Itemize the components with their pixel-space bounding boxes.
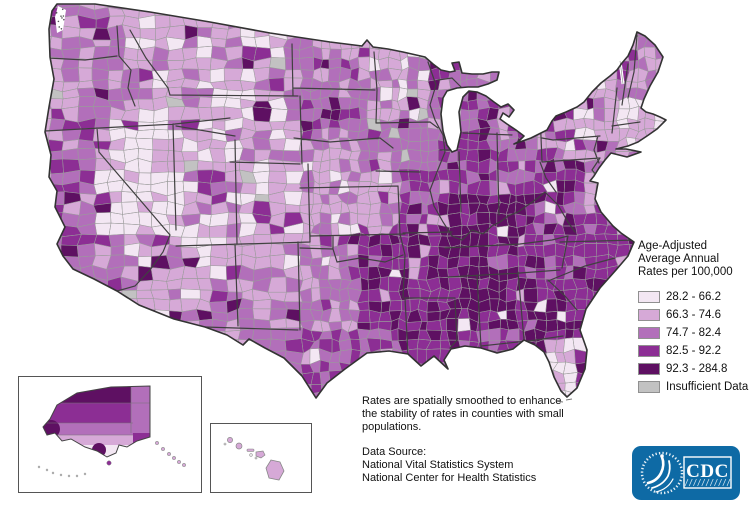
legend-swatch (638, 345, 660, 357)
cdc-hhs-logo: CDC (632, 446, 740, 500)
legend-row: 92.3 - 284.8 (638, 360, 750, 378)
us-outline (44, 3, 667, 399)
data-source-line: National Vital Statistics System (362, 459, 514, 471)
hawaii-inset (210, 423, 312, 493)
florida-keys (555, 398, 573, 403)
legend: Age-Adjusted Average Annual Rates per 10… (638, 240, 750, 396)
data-source-label: Data Source: (362, 446, 427, 458)
map-notes: Rates are spatially smoothed to enhance … (362, 395, 602, 485)
legend-row: Insufficient Data (638, 378, 750, 396)
legend-row: 82.5 - 92.2 (638, 342, 750, 360)
state-borders (45, 25, 641, 356)
legend-class-label: 82.5 - 92.2 (666, 345, 721, 357)
legend-title-line: Average Annual (638, 253, 719, 265)
legend-title-line: Age-Adjusted (638, 240, 708, 252)
svg-text:CDC: CDC (686, 461, 729, 482)
note-line: Rates are spatially smoothed to enhance (362, 395, 562, 407)
data-source: Data Source: National Vital Statistics S… (362, 446, 602, 485)
legend-class-label: 92.3 - 284.8 (666, 363, 728, 375)
legend-class-label: Insufficient Data (666, 381, 749, 393)
legend-class-label: 74.7 - 82.4 (666, 327, 721, 339)
alaska-inset (18, 376, 202, 493)
legend-swatch (638, 363, 660, 375)
note-line: the stability of rates in counties with … (362, 408, 564, 420)
cdc-logo-graphic: CDC (640, 451, 732, 495)
hawaii-map (223, 437, 285, 481)
legend-row: 74.7 - 82.4 (638, 324, 750, 342)
legend-title-line: Rates per 100,000 (638, 266, 733, 278)
legend-rows: 28.2 - 66.2 66.3 - 74.6 74.7 - 82.4 82.5 - … (638, 288, 750, 396)
county-fill-layer (45, 4, 666, 398)
legend-row: 66.3 - 74.6 (638, 306, 750, 324)
legend-swatch (638, 309, 660, 321)
legend-swatch (638, 381, 660, 393)
alaska-map (37, 385, 186, 478)
legend-row: 28.2 - 66.2 (638, 288, 750, 306)
legend-swatch (638, 291, 660, 303)
note-line: populations. (362, 421, 422, 433)
legend-class-label: 66.3 - 74.6 (666, 309, 721, 321)
legend-swatch (638, 327, 660, 339)
data-source-line: National Center for Health Statistics (362, 472, 537, 484)
legend-class-label: 28.2 - 66.2 (666, 291, 721, 303)
